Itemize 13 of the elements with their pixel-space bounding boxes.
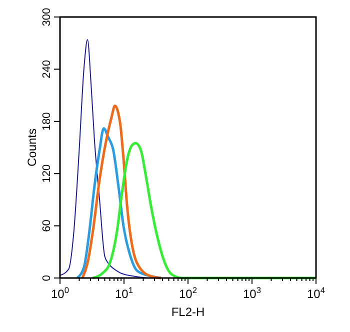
x-tick-label: 10$^{3}$ [242,285,262,301]
x-tick-label: 10$^{2}$ [178,285,198,301]
y-axis-title: Counts [25,128,39,167]
x-tick-label: 10$^{4}$ [306,285,326,301]
x-tick-label: 10$^{1}$ [114,285,134,301]
x-tick-label: 10$^{0}$ [50,285,70,301]
y-tick-label: 60 [41,220,53,232]
y-tick-label: 240 [41,60,53,78]
y-tick-label: 300 [41,8,53,26]
x-axis-title: FL2-H [171,305,205,319]
y-tick-label: 0 [41,274,53,282]
y-tick-label: 120 [41,164,53,183]
y-tick-label: 180 [41,112,53,131]
